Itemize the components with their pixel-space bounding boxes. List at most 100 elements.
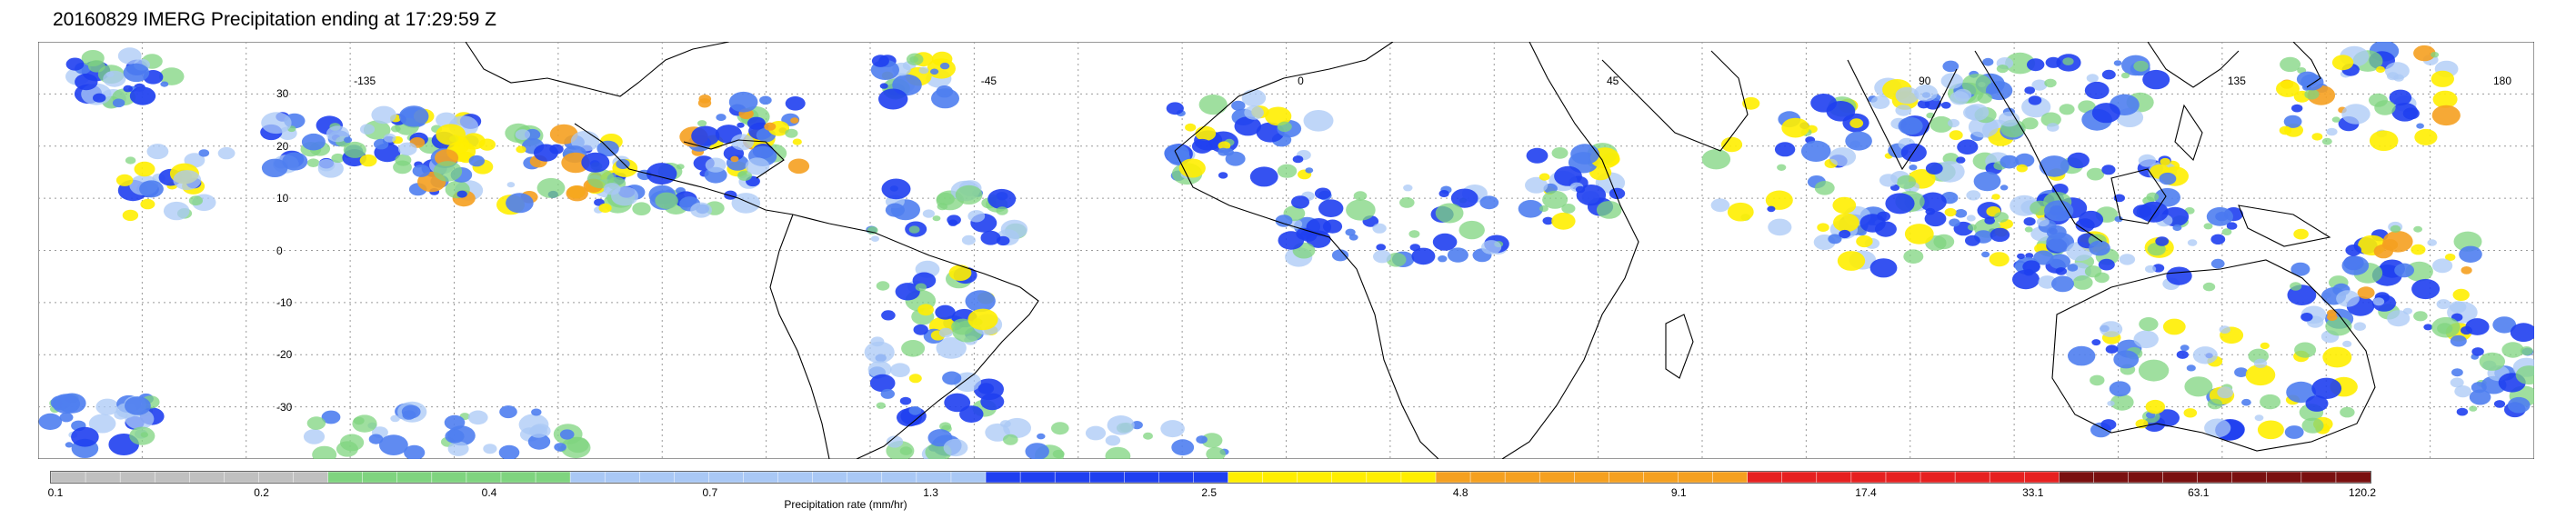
colorbar-segment — [604, 472, 641, 483]
precip-cell — [2284, 425, 2304, 439]
colorbar-tick-label: 1.3 — [923, 486, 938, 499]
precip-cell — [2326, 127, 2338, 136]
precip-cell — [38, 413, 63, 430]
precip-cell — [401, 404, 421, 419]
colorbar-title: Precipitation rate (mm/hr) — [784, 498, 907, 511]
precip-cell — [908, 405, 922, 415]
precip-cell — [1953, 88, 1972, 102]
colorbar-tick-label: 9.1 — [1670, 486, 1687, 499]
precip-cell — [691, 125, 720, 146]
precip-cell — [1954, 209, 1968, 218]
precip-cell — [2374, 100, 2396, 115]
precip-cell — [506, 182, 516, 188]
precip-cell — [2067, 152, 2090, 169]
precip-cell — [140, 198, 155, 210]
precip-cell — [2276, 80, 2300, 97]
precip-cell — [876, 281, 890, 291]
precip-cell — [2413, 311, 2428, 322]
precip-cell — [2017, 253, 2025, 260]
precip-cell — [697, 98, 712, 108]
precip-cell — [336, 441, 358, 457]
precip-cell — [1949, 218, 1960, 227]
lon-label: 0 — [1298, 75, 1304, 87]
precip-cell — [697, 120, 707, 127]
lon-label: -45 — [980, 75, 997, 87]
precip-cell — [1896, 175, 1917, 189]
lon-label: 180 — [2492, 75, 2512, 87]
precip-cell — [2510, 323, 2534, 343]
precip-cell — [2084, 265, 2102, 278]
precip-cell — [326, 125, 349, 143]
precip-cell — [2390, 225, 2401, 233]
colorbar-segment — [1989, 472, 2025, 483]
precip-cell — [2100, 419, 2117, 431]
precip-cell — [2431, 52, 2440, 58]
colorbar-segment — [1297, 472, 1333, 483]
precip-cell — [2423, 324, 2433, 331]
precip-cell — [2241, 398, 2251, 406]
precip-cell — [383, 133, 396, 143]
precip-cell — [2515, 365, 2534, 385]
precip-cell — [1198, 95, 1228, 115]
colorbar-segment — [1816, 472, 1852, 483]
precip-cell — [2055, 267, 2067, 275]
precip-cell — [1376, 244, 1387, 251]
precip-cell — [436, 124, 466, 145]
precip-cell — [603, 183, 621, 195]
precip-cell — [65, 57, 85, 71]
precip-cell — [1051, 422, 1069, 435]
precip-cell — [2520, 346, 2533, 355]
precip-cell — [478, 138, 496, 151]
precip-cell — [1895, 105, 1912, 116]
colorbar-segment — [119, 472, 155, 483]
precip-cell — [1833, 213, 1859, 233]
precip-cell — [1303, 110, 1334, 132]
precip-cell — [1919, 192, 1947, 212]
precip-cell — [2260, 394, 2281, 410]
precip-cell — [2245, 364, 2276, 386]
precip-cell — [2459, 245, 2482, 263]
precip-cell — [737, 122, 745, 128]
precip-cell — [1432, 233, 1458, 251]
precip-cell — [1292, 155, 1304, 164]
precip-cell — [2012, 269, 2040, 290]
precip-cell — [985, 423, 1010, 442]
precip-cell — [2031, 79, 2048, 91]
colorbar-segment — [1678, 472, 1714, 483]
precip-cell — [581, 152, 610, 173]
lat-label: 20 — [276, 139, 289, 153]
colorbar-tick-label: 33.1 — [2022, 486, 2044, 499]
precip-cell — [1994, 212, 2009, 223]
precip-cell — [129, 86, 156, 105]
precip-cell — [1265, 106, 1292, 126]
precip-cell — [2414, 128, 2438, 145]
precip-cell — [261, 112, 292, 135]
precip-cell — [2105, 344, 2119, 354]
precip-cell — [444, 414, 466, 430]
precip-cell — [915, 283, 927, 292]
precip-cell — [1879, 174, 1899, 187]
precip-cell — [303, 429, 326, 444]
precip-cell — [867, 226, 878, 235]
precip-cell — [913, 324, 928, 335]
precip-cell — [368, 434, 384, 444]
precip-cell — [1900, 143, 1927, 162]
precip-cell — [1166, 102, 1184, 115]
precip-cell — [932, 215, 941, 222]
colorbar-segment — [500, 472, 536, 483]
precip-cell — [1885, 193, 1915, 215]
precip-cell — [2431, 70, 2454, 87]
precip-cell — [2187, 239, 2198, 246]
precip-cell — [217, 146, 236, 160]
precip-cell — [125, 396, 151, 415]
map-title: 20160829 IMERG Precipitation ending at 1… — [53, 9, 496, 30]
precip-cell — [2453, 231, 2482, 252]
colorbar-segment — [1400, 472, 1437, 483]
precip-cell — [598, 203, 612, 213]
precip-cell — [764, 122, 777, 131]
colorbar-segment — [916, 472, 952, 483]
precip-cell — [2413, 45, 2436, 62]
precip-cell — [1961, 74, 1992, 95]
colorbar-tick-label: 0.2 — [254, 486, 269, 499]
colorbar — [50, 471, 2371, 484]
